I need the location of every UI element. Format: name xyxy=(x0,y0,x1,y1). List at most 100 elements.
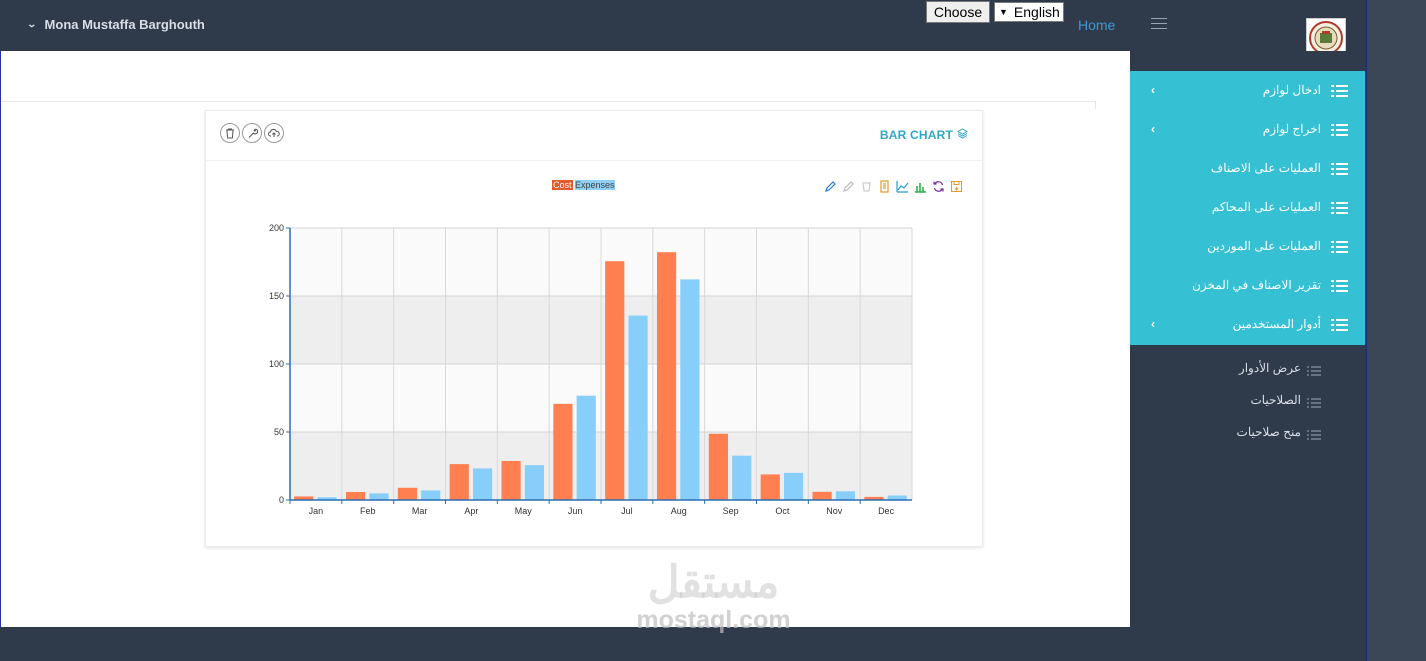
sidebar-menu: ‹ ادخال لوازم ‹ اخراج لوازم العمليات على… xyxy=(1130,71,1365,345)
save-image-icon[interactable] xyxy=(948,178,964,194)
layers-icon xyxy=(956,128,969,142)
bar-cost xyxy=(864,496,884,500)
line-chart-icon[interactable] xyxy=(894,178,910,194)
bar-cost xyxy=(812,491,832,500)
submenu-item-label: عرض الأدوار xyxy=(1238,361,1301,375)
x-tick-label: Aug xyxy=(671,506,687,516)
submenu-item-label: الصلاحيات xyxy=(1250,393,1301,407)
watermark: مستقل mostaql.com xyxy=(626,558,801,635)
x-tick-label: Apr xyxy=(464,506,478,516)
card-title: BAR CHART xyxy=(879,128,969,142)
sidebar-item-label: تقرير الاصناف في المخزن xyxy=(1192,278,1321,292)
trash-icon[interactable] xyxy=(220,123,240,143)
right-edge-strip xyxy=(1366,0,1426,661)
card-title-text: BAR CHART xyxy=(879,128,953,142)
x-tick-label: Feb xyxy=(360,506,376,516)
bar-cost xyxy=(345,491,366,500)
bar-cost xyxy=(294,496,314,500)
y-tick-label: 50 xyxy=(274,427,284,437)
submenu-item-view-roles[interactable]: عرض الأدوار xyxy=(1130,352,1365,384)
mark-pen-icon[interactable] xyxy=(822,178,838,194)
bar-expenses xyxy=(421,490,441,500)
x-tick-label: Jun xyxy=(568,506,583,516)
sidebar-item-courts-ops[interactable]: العمليات على المحاكم xyxy=(1130,188,1365,227)
legend-cost[interactable]: Cost xyxy=(552,180,573,190)
chevron-left-icon: ‹ xyxy=(1151,317,1155,331)
bar-cost xyxy=(397,487,417,500)
chevron-down-icon: ⌄ xyxy=(26,19,38,29)
bar-chart-icon[interactable] xyxy=(912,178,928,194)
divider xyxy=(1,101,1096,102)
sidebar-item-label: العمليات على الاصناف xyxy=(1210,161,1321,175)
bar-expenses xyxy=(576,395,596,500)
list-icon xyxy=(1331,240,1348,258)
sidebar-item-label: اخراج لوازم xyxy=(1262,122,1321,136)
bar-cost xyxy=(449,464,469,500)
top-navbar: ⌄ Mona Mustaffa Barghouth Choose ▼ Engli… xyxy=(0,0,1366,58)
sidebar-item-label: ادخال لوازم xyxy=(1262,83,1321,97)
bar-expenses xyxy=(317,497,337,500)
bar-expenses xyxy=(524,465,544,500)
chart-toolbox xyxy=(822,178,964,194)
list-icon xyxy=(1331,201,1348,219)
sidebar-item-supplies-out[interactable]: ‹ اخراج لوازم xyxy=(1130,110,1365,149)
home-link[interactable]: Home xyxy=(1078,17,1116,33)
language-select[interactable]: ▼ English xyxy=(994,2,1064,22)
mark-undo-icon[interactable] xyxy=(840,178,856,194)
bar-cost xyxy=(605,261,625,500)
bar-expenses xyxy=(835,491,855,500)
main-content: BAR CHART Cost Expenses 0 50 100 150 200 Jan F… xyxy=(0,51,1130,627)
bar-cost xyxy=(553,403,573,500)
choose-file-button[interactable]: Choose xyxy=(926,1,990,23)
bar-expenses xyxy=(783,472,804,500)
sidebar-submenu: عرض الأدوار الصلاحيات منح صلاحيات xyxy=(1130,352,1365,448)
y-tick-label: 150 xyxy=(269,291,284,301)
x-tick-label: Jan xyxy=(309,506,324,516)
sidebar-item-user-roles[interactable]: ‹ أدوار المستخدمين xyxy=(1130,305,1365,344)
submenu-item-grant-permissions[interactable]: منح صلاحيات xyxy=(1130,416,1365,448)
x-tick-label: May xyxy=(515,506,533,516)
legend-expenses[interactable]: Expenses xyxy=(575,180,615,190)
x-tick-label: Nov xyxy=(826,506,843,516)
bar-expenses xyxy=(732,455,752,500)
sidebar-item-label: أدوار المستخدمين xyxy=(1232,317,1321,331)
divider xyxy=(1095,101,1096,109)
bar-expenses xyxy=(887,495,907,500)
y-tick-label: 0 xyxy=(279,495,284,505)
bar-chart: 0 50 100 150 200 Jan Feb Mar Apr May Jun Jul Aug Sep O… xyxy=(269,223,913,516)
data-view-icon[interactable] xyxy=(876,178,892,194)
bar-expenses xyxy=(369,493,389,500)
mark-clear-icon[interactable] xyxy=(858,178,874,194)
bar-cost xyxy=(656,252,677,500)
y-tick-label: 200 xyxy=(269,223,284,233)
chart-legend[interactable]: Cost Expenses xyxy=(552,180,615,190)
sidebar-item-items-ops[interactable]: العمليات على الاصناف xyxy=(1130,149,1365,188)
watermark-arabic: مستقل xyxy=(647,558,780,607)
dropdown-arrow-icon: ▼ xyxy=(999,7,1008,17)
chevron-left-icon: ‹ xyxy=(1151,122,1155,136)
sidebar-item-supplies-in[interactable]: ‹ ادخال لوازم xyxy=(1130,71,1365,110)
x-tick-label: Oct xyxy=(775,506,790,516)
refresh-icon[interactable] xyxy=(930,178,946,194)
bar-cost xyxy=(501,460,521,500)
bar-cost xyxy=(760,474,780,500)
sidebar-item-stock-report[interactable]: تقرير الاصناف في المخزن xyxy=(1130,266,1365,305)
x-tick-label: Mar xyxy=(412,506,428,516)
list-icon xyxy=(1331,318,1348,336)
user-menu[interactable]: ⌄ Mona Mustaffa Barghouth xyxy=(26,17,205,32)
submenu-item-permissions[interactable]: الصلاحيات xyxy=(1130,384,1365,416)
sidebar-item-suppliers-ops[interactable]: العمليات على الموردين xyxy=(1130,227,1365,266)
y-tick-label: 100 xyxy=(269,359,284,369)
bar-expenses xyxy=(680,279,700,500)
list-icon xyxy=(1307,427,1321,445)
hamburger-icon[interactable] xyxy=(1151,18,1167,30)
x-tick-label: Jul xyxy=(621,506,633,516)
watermark-latin: mostaql.com xyxy=(636,606,791,634)
sidebar-item-label: العمليات على الموردين xyxy=(1207,239,1321,253)
bar-chart-card: BAR CHART Cost Expenses 0 50 100 150 200 Jan F… xyxy=(205,110,983,547)
list-icon xyxy=(1331,162,1348,180)
bar-cost xyxy=(708,433,728,500)
wrench-icon[interactable] xyxy=(242,123,262,143)
user-name: Mona Mustaffa Barghouth xyxy=(44,17,205,32)
cloud-upload-icon[interactable] xyxy=(264,123,284,143)
